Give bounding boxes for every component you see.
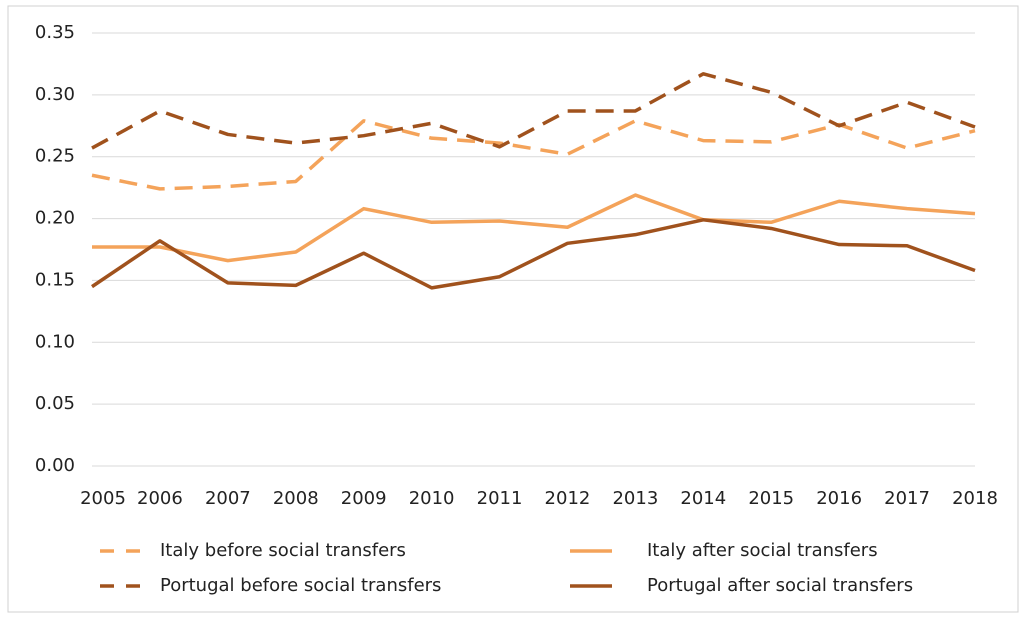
y-tick-label: 0.35 (35, 22, 75, 43)
y-tick-label: 0.15 (35, 269, 75, 290)
legend-label: Portugal before social transfers (160, 575, 441, 596)
y-tick-label: 0.00 (35, 455, 75, 476)
x-tick-label: 2014 (680, 488, 726, 509)
y-tick-label: 0.25 (35, 146, 75, 167)
x-tick-label: 2015 (748, 488, 794, 509)
x-tick-label: 2017 (884, 488, 930, 509)
x-tick-label: 2010 (409, 488, 455, 509)
y-tick-label: 0.10 (35, 331, 75, 352)
x-tick-label: 2016 (816, 488, 862, 509)
legend-label: Portugal after social transfers (647, 575, 913, 596)
legend-label: Italy after social transfers (647, 540, 878, 561)
x-tick-label: 2009 (341, 488, 387, 509)
x-tick-label: 2013 (612, 488, 658, 509)
series-line (91, 72, 976, 150)
y-tick-label: 0.20 (35, 208, 75, 229)
x-tick-label: 2006 (137, 488, 183, 509)
series-line (92, 193, 976, 263)
y-tick-label: 0.30 (35, 84, 75, 105)
chart-frame (7, 5, 1019, 613)
x-tick-label: 2012 (545, 488, 591, 509)
x-tick-label: 2011 (477, 488, 523, 509)
x-tick-label: 2008 (273, 488, 319, 509)
series-line (91, 218, 976, 290)
y-tick-label: 0.05 (35, 393, 75, 414)
x-tick-label: 2018 (952, 488, 998, 509)
x-tick-label: 2007 (205, 488, 251, 509)
x-tick-label: 2005 (80, 488, 126, 509)
legend-label: Italy before social transfers (160, 540, 406, 561)
series-line (91, 119, 976, 191)
